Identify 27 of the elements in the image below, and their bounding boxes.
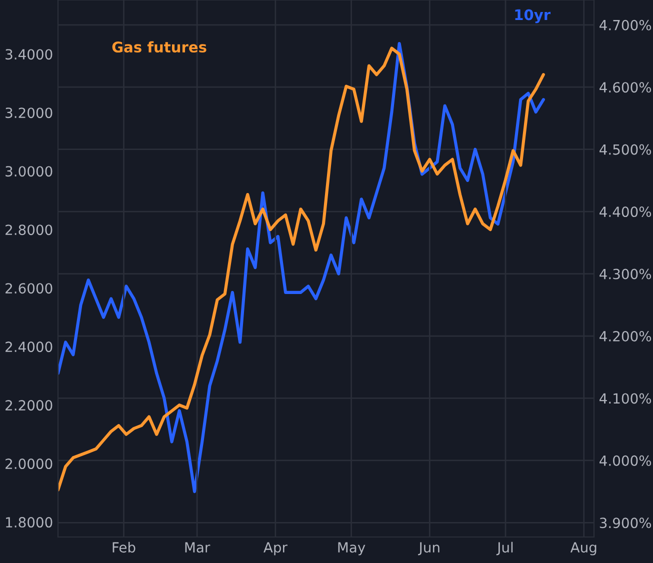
y2-tick-label: 4.600% [600,82,652,93]
x-tick-label: Jul [496,542,513,556]
y2-tick-label: 3.900% [600,518,652,528]
y2-tick-label: 4.200% [600,330,652,342]
x-tick-label: Aug [570,542,596,556]
x-tick-label: Mar [185,542,210,553]
text: Gas futures [112,41,206,53]
y-tick-label: 2.6000 [6,283,52,294]
text: 10yr [515,9,551,24]
y2-tick-label: 4.400% [600,206,652,218]
y2-tick-label: 4.500% [600,144,652,155]
y2-tick-label: 4.000% [600,455,652,466]
y-tick-label: 2.8000 [6,224,52,236]
y2-tick-label: 4.300% [600,268,652,280]
y-tick-label: 3.4000 [6,49,52,60]
y2-tick-label: 4.100% [600,393,652,404]
x-tick-label: May [338,542,366,556]
x-tick-label: Apr [264,542,288,556]
x-tick-label: Jun [418,542,440,556]
y-tick-label: 1.8000 [6,517,52,528]
y-tick-label: 2.0000 [6,458,52,470]
x-tick-label: Feb [112,542,136,553]
y-tick-label: 2.4000 [6,342,52,352]
y-tick-label: 3.2000 [6,108,52,118]
y-tick-label: 3.0000 [6,166,52,177]
y2-tick-label: 4.700% [600,20,652,30]
y-tick-label: 2.2000 [6,400,52,411]
